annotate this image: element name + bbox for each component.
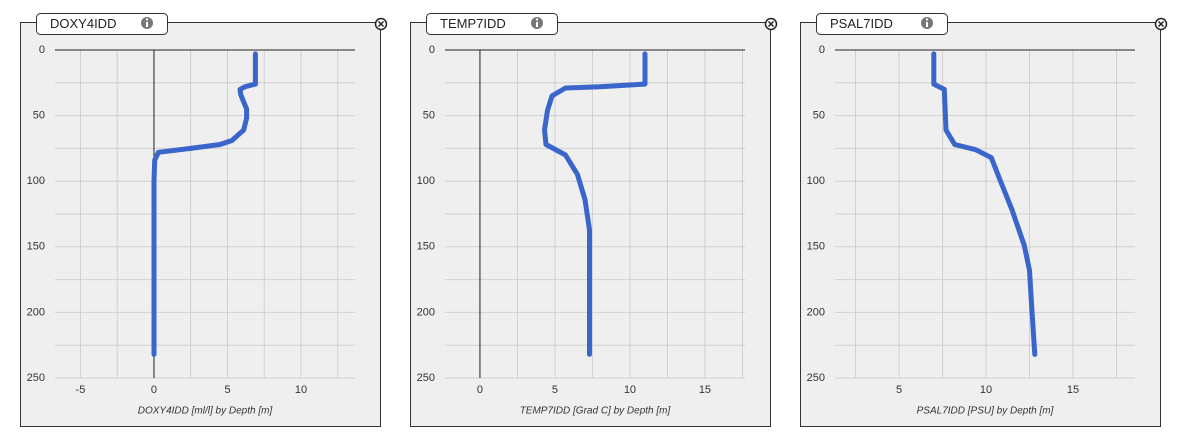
chart-panel: 0 50 100 150 200 250 5 10 15 PSAL7IDD [PSU] by De… <box>800 13 1168 427</box>
panel-frame <box>800 22 1161 427</box>
y-tick-label: 250 <box>27 372 45 384</box>
chart-title: PSAL7IDD <box>830 16 893 31</box>
y-tick-label: 200 <box>807 306 825 318</box>
info-icon-glyph <box>926 22 928 27</box>
y-tick-label: 250 <box>417 372 435 384</box>
info-icon-glyph <box>146 22 148 27</box>
y-tick-label: 250 <box>807 372 825 384</box>
x-tick-label: 10 <box>624 384 636 396</box>
x-axis-label: DOXY4IDD [ml/l] by Depth [m] <box>138 406 273 417</box>
y-tick-label: 50 <box>33 110 45 122</box>
y-tick-label: 200 <box>27 306 45 318</box>
info-icon-glyph <box>536 22 538 27</box>
profile-line <box>931 51 1038 357</box>
title-tab <box>816 13 948 35</box>
x-tick-label: 10 <box>295 384 307 396</box>
chart-panel: 0 50 100 150 200 250 -5 0 5 10 DOXY4IDD [ml/l] by … <box>20 13 388 427</box>
y-tick-label: 0 <box>429 44 435 56</box>
x-tick-label: 10 <box>980 384 992 396</box>
y-tick-label: 50 <box>813 110 825 122</box>
x-tick-label: 0 <box>151 384 157 396</box>
y-tick-label: 50 <box>423 110 435 122</box>
title-tab <box>426 13 558 35</box>
y-tick-label: 100 <box>417 175 435 187</box>
y-tick-label: 100 <box>807 175 825 187</box>
x-tick-label: 15 <box>699 384 711 396</box>
info-icon-dot <box>536 18 538 21</box>
x-tick-label: 5 <box>896 384 902 396</box>
x-tick-label: 15 <box>1067 384 1079 396</box>
x-tick-label: 5 <box>552 384 558 396</box>
x-tick-label: -5 <box>76 384 86 396</box>
y-tick-label: 150 <box>807 241 825 253</box>
x-tick-label: 0 <box>477 384 483 396</box>
info-icon-dot <box>146 18 148 21</box>
y-tick-label: 150 <box>27 241 45 253</box>
profile-line <box>151 51 258 357</box>
x-tick-label: 5 <box>224 384 230 396</box>
y-tick-label: 0 <box>39 44 45 56</box>
y-tick-label: 100 <box>27 175 45 187</box>
chart-title: DOXY4IDD <box>50 16 116 31</box>
close-glyph <box>1157 20 1165 28</box>
x-axis-label: TEMP7IDD [Grad C] by Depth [m] <box>520 406 671 417</box>
chart-title: TEMP7IDD <box>440 16 506 31</box>
y-tick-label: 150 <box>417 241 435 253</box>
y-tick-label: 200 <box>417 306 435 318</box>
y-tick-label: 0 <box>819 44 825 56</box>
close-glyph <box>377 20 385 28</box>
x-axis-label: PSAL7IDD [PSU] by Depth [m] <box>917 406 1054 417</box>
close-glyph <box>767 20 775 28</box>
chart-panel: 0 50 100 150 200 250 0 5 10 15 TEMP7IDD [Grad C] b… <box>410 13 778 427</box>
info-icon-dot <box>926 18 928 21</box>
title-tab <box>36 13 168 35</box>
profile-line <box>542 51 648 357</box>
